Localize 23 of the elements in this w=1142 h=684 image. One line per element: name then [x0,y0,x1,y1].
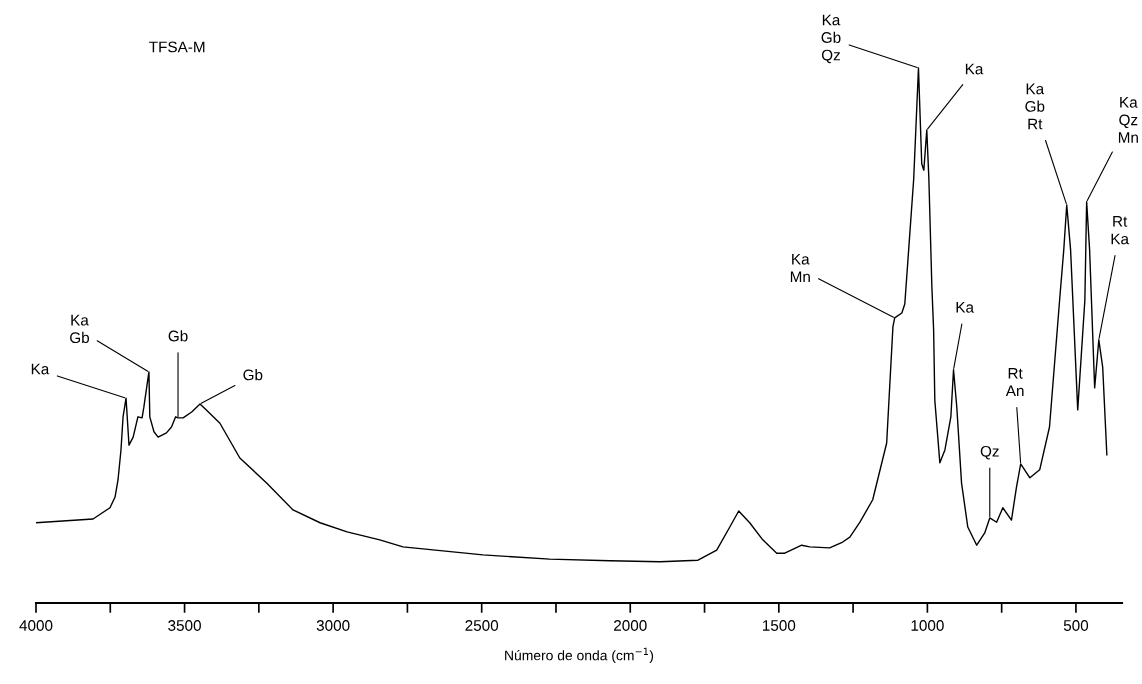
annotation: Gb [168,330,188,342]
x-tick-label: 1000 [911,620,944,631]
annotation: Ka Mn [790,253,810,282]
x-tick-label: 4000 [19,620,53,631]
annotation: Gb [243,369,263,381]
x-tick-label: 2500 [465,620,499,631]
x-axis-title: Número de onda (cm$^{−1}$) [505,647,654,664]
annotation: Ka [965,63,984,75]
text: TFSA-M [149,41,205,53]
annotation: Ka [31,363,50,375]
annotation: Rt Ka [1111,216,1129,245]
x-tick-label: 3000 [316,620,350,631]
x-tick-label: 2000 [614,620,647,631]
annotation: Qz [980,445,999,460]
annotation: Ka [956,302,974,313]
annotation: Ka Gb [70,314,90,344]
annotation: Rt An [1005,368,1024,397]
annotation: Ka Qz Mn [1118,97,1138,143]
annotation: Ka Gb Qz [821,14,841,64]
x-tick-label: 3500 [168,620,201,631]
x-tick-label: 1500 [762,620,796,631]
x-tick-label: 500 [1063,620,1089,631]
annotation: Ka Gb Rt [1025,83,1045,130]
